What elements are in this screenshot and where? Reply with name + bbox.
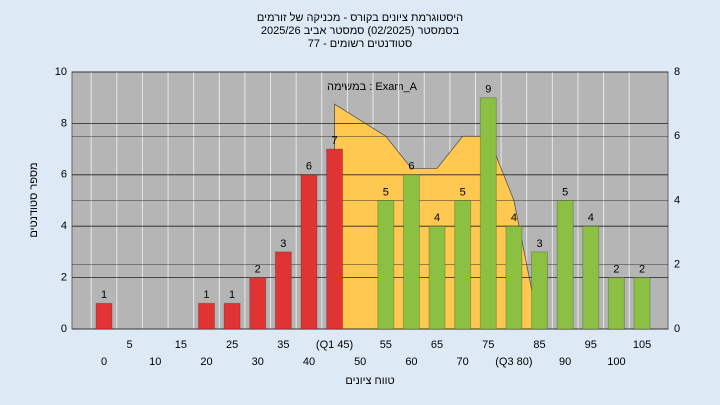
y2-tick-label: 8 [674,66,680,78]
value-label: 4 [434,212,440,224]
value-label: 7 [332,135,338,147]
y2-tick-label: 4 [674,194,680,206]
bar [531,251,549,330]
bar [249,277,267,330]
bar [479,97,497,330]
bar [607,277,625,330]
y-tick-label: 2 [61,272,67,284]
x-tick-label: 100 [607,356,625,368]
value-label: 4 [511,212,517,224]
value-label: 1 [229,289,235,301]
annotation: במשימה : Exam_A [327,81,418,93]
x-tick-label: 95 [585,339,597,351]
x-tick-label: 70 [457,356,469,368]
value-label: 9 [485,84,491,96]
bar [197,302,215,330]
value-label: 5 [562,186,568,198]
x-tick-label: 65 [431,339,443,351]
bar [274,251,292,330]
y2-tick-label: 6 [674,130,680,142]
x-tick-label: 20 [200,356,212,368]
value-label: 5 [460,186,466,198]
x-axis-label: טווח ציונים [345,375,394,387]
x-tick-label: 40 [303,356,315,368]
value-label: 3 [536,238,542,250]
chart-title: סטודנטים רשומים - 77 [308,38,412,50]
y-tick-label: 6 [61,169,67,181]
x-tick-label: 60 [405,356,417,368]
bar [454,200,472,330]
x-tick-label: 35 [277,339,289,351]
x-tick-label: 0 [101,356,107,368]
y-tick-label: 10 [55,66,67,78]
bar [223,302,241,330]
value-label: 2 [255,264,261,276]
x-tick-label: 15 [175,339,187,351]
value-label: 6 [306,161,312,173]
bar [95,302,113,330]
x-tick-label: 55 [380,339,392,351]
value-label: 4 [588,212,594,224]
bar [300,174,318,330]
bar [556,200,574,330]
y2-tick-label: 2 [674,259,680,271]
value-label: 5 [383,186,389,198]
value-label: 1 [101,289,107,301]
bar [633,277,651,330]
value-label: 6 [408,161,414,173]
bar [326,148,344,330]
bar [402,174,420,330]
x-tick-label: 90 [559,356,571,368]
bar [582,225,600,330]
chart-title: היסטוגרמת ציונים בקורס - מכניקה של זורמי… [257,11,463,24]
x-tick-label: 30 [252,356,264,368]
y2-tick-label: 0 [674,323,680,335]
y-tick-label: 8 [61,117,67,129]
value-label: 1 [203,289,209,301]
value-label: 2 [613,264,619,276]
bar [428,225,446,330]
bar [505,225,523,330]
value-label: 2 [639,264,645,276]
bar [377,200,395,330]
value-label: 3 [280,238,286,250]
x-tick-label: 75 [482,339,494,351]
y-axis-label: מספר סטודנטים [28,162,40,237]
x-tick-label: 50 [354,356,366,368]
x-tick-label: 5 [127,339,133,351]
x-tick-label: (Q1 45) [316,339,353,351]
y-tick-label: 4 [61,220,67,232]
x-tick-label: (Q3 80) [495,356,532,368]
x-tick-label: 105 [633,339,651,351]
y-tick-label: 0 [61,323,67,335]
x-tick-label: 85 [533,339,545,351]
x-tick-label: 25 [226,339,238,351]
x-tick-label: 10 [149,356,161,368]
chart-title: בסמסטר (02/2025) סמסטר אביב 2025/26 [261,25,460,37]
